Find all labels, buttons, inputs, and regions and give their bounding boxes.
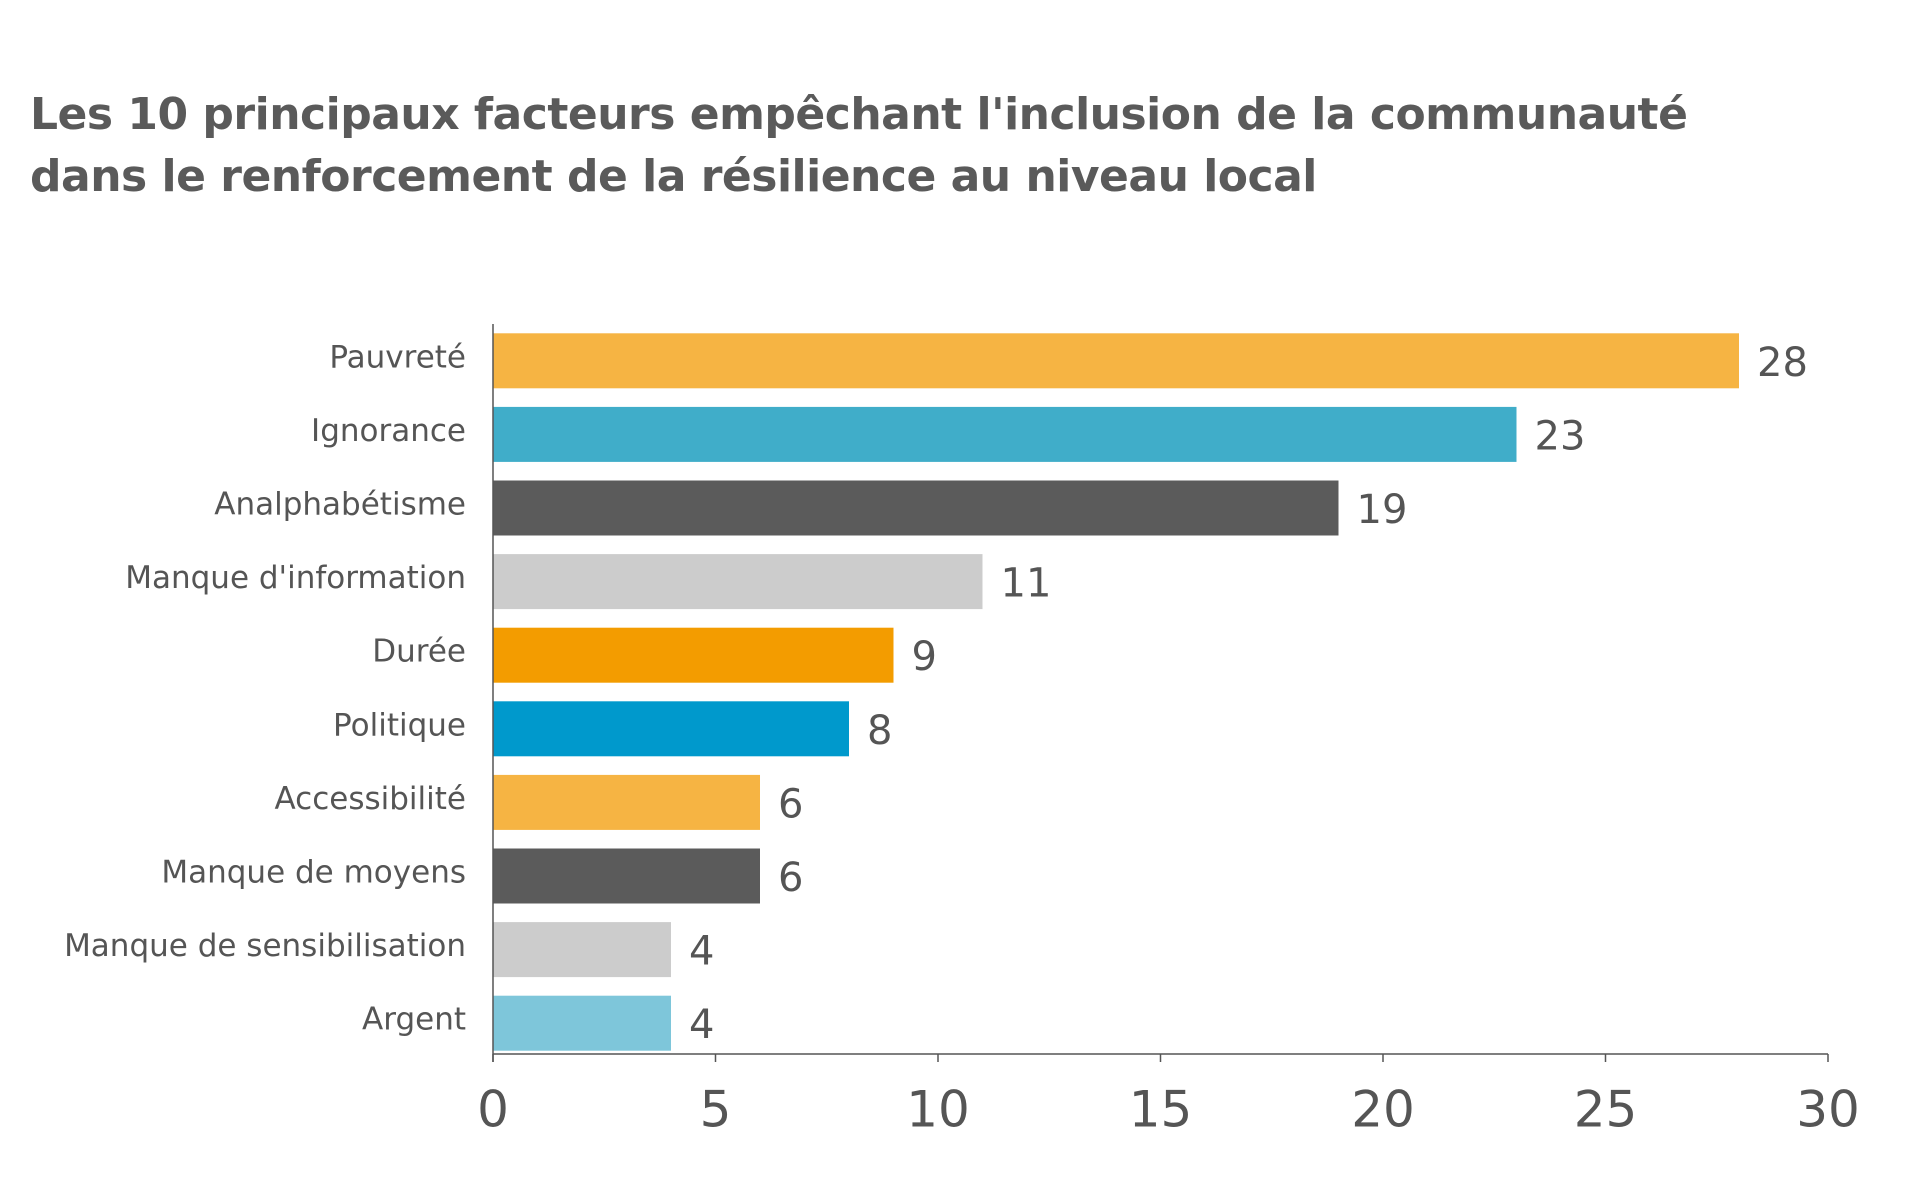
value-label-manque-d-information: 11: [1001, 561, 1052, 607]
value-label-ignorance: 23: [1535, 413, 1586, 459]
chart-title-line-1: Les 10 principaux facteurs empêchant l'i…: [30, 89, 1688, 140]
value-label-manque-de-sensibilisation: 4: [689, 929, 714, 975]
labels-group: Pauvreté 28 Ignorance 23 Analphabétisme 19 Man…: [64, 339, 1860, 1138]
x-tick-label-10: 10: [906, 1081, 970, 1139]
value-label-analphabetisme: 19: [1357, 487, 1408, 533]
bar-ignorance: [493, 406, 1517, 462]
bar-analphabetisme: [493, 480, 1339, 536]
chart-title: Les 10 principaux facteurs empêchant l'i…: [30, 84, 1850, 208]
category-label-manque-d-information: Manque d'information: [125, 560, 466, 596]
value-label-manque-de-moyens: 6: [778, 855, 803, 901]
bar-duree: [493, 627, 894, 683]
bar-manque-de-sensibilisation: [493, 922, 671, 978]
bar-politique: [493, 701, 849, 757]
value-label-duree: 9: [912, 634, 937, 680]
x-tick-label-5: 5: [700, 1081, 732, 1139]
bars-group: [493, 333, 1739, 1051]
category-label-argent: Argent: [362, 1002, 466, 1038]
x-tick-label-20: 20: [1351, 1081, 1415, 1139]
value-label-politique: 8: [867, 708, 892, 754]
value-label-argent: 4: [689, 1002, 714, 1048]
category-label-manque-de-sensibilisation: Manque de sensibilisation: [64, 928, 466, 964]
category-label-accessibilite: Accessibilité: [275, 781, 466, 817]
axes-group: [492, 324, 1829, 1062]
x-tick-label-0: 0: [477, 1081, 509, 1139]
bar-pauvrete: [493, 333, 1739, 389]
category-label-pauvrete: Pauvreté: [329, 339, 466, 375]
bar-manque-de-moyens: [493, 848, 760, 904]
category-label-manque-de-moyens: Manque de moyens: [161, 855, 466, 891]
value-label-accessibilite: 6: [778, 781, 803, 827]
category-label-duree: Durée: [372, 634, 466, 670]
bar-accessibilite: [493, 774, 760, 830]
x-tick-label-25: 25: [1574, 1081, 1638, 1139]
bar-manque-d-information: [493, 554, 983, 610]
chart-title-line-2: dans le renforcement de la résilience au…: [30, 151, 1317, 202]
category-label-politique: Politique: [333, 707, 466, 743]
value-label-pauvrete: 28: [1757, 340, 1808, 386]
x-tick-label-15: 15: [1129, 1081, 1193, 1139]
bar-argent: [493, 995, 671, 1051]
x-tick-label-30: 30: [1796, 1081, 1860, 1139]
category-label-ignorance: Ignorance: [311, 413, 466, 449]
category-label-analphabetisme: Analphabétisme: [214, 487, 466, 523]
